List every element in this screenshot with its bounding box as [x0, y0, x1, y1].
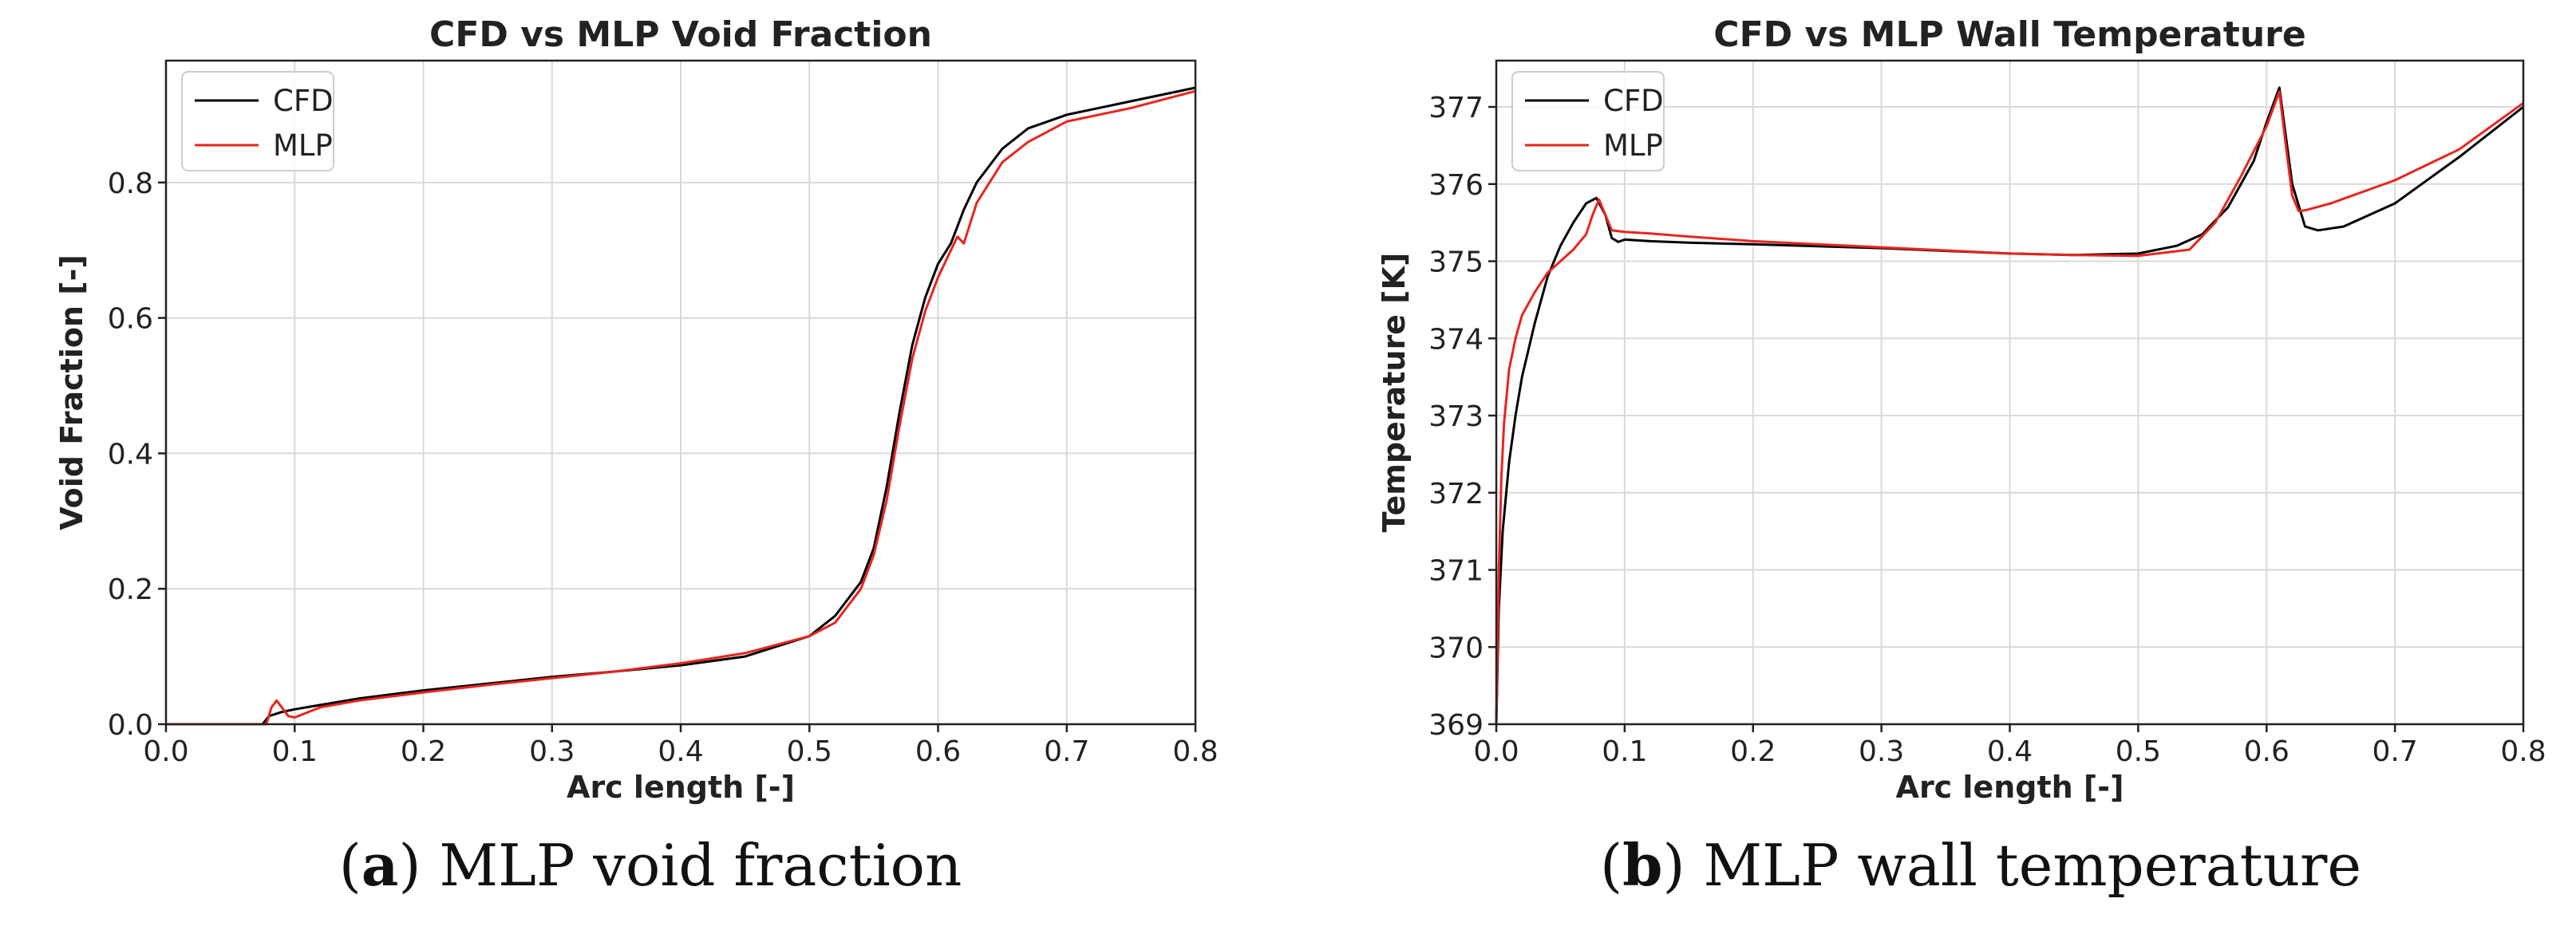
x-tick-label: 0.2	[401, 735, 446, 768]
x-tick-label: 0.0	[1473, 735, 1519, 768]
x-tick-label: 0.3	[1859, 735, 1904, 768]
y-tick-label: 369	[1428, 709, 1484, 742]
x-tick-label: 0.7	[2372, 735, 2417, 768]
y-tick-label: 374	[1428, 323, 1484, 356]
legend: CFD MLP	[181, 71, 334, 171]
grid	[165, 61, 1196, 725]
legend-label-cfd: CFD	[273, 84, 334, 118]
x-tick-label: 0.6	[2244, 735, 2290, 768]
series-line-cfd	[1495, 86, 2524, 725]
x-tick-label: 0.0	[143, 735, 188, 768]
y-tick-label: 377	[1428, 92, 1484, 124]
y-tick-label: 372	[1428, 478, 1484, 510]
y-tick-label: 373	[1428, 400, 1484, 433]
x-tick-label: 0.2	[1730, 735, 1776, 768]
panel-a-void-fraction: 0.0 0.1 0.2 0.3 0.4 0.5 0.6 0.7 0.8 0.0 0.2 0.4 0.6 0…	[54, 14, 1219, 899]
y-tick-label: 370	[1428, 632, 1484, 664]
x-tick-label: 0.8	[1172, 735, 1218, 768]
caption: (a) MLP void fraction	[339, 831, 962, 899]
y-axis-label: Void Fraction [-]	[54, 254, 89, 530]
series-line-mlp	[166, 89, 1196, 726]
caption: (b) MLP wall temperature	[1600, 831, 2361, 899]
x-tick-label: 0.7	[1044, 735, 1089, 768]
axis-ticks: 0.0 0.1 0.2 0.3 0.4 0.5 0.6 0.7 0.8 369 370 371 372 3…	[1428, 92, 2546, 768]
y-tick-label: 376	[1428, 169, 1484, 202]
x-axis-label: Arc length [-]	[1896, 770, 2124, 805]
y-tick-label: 0.8	[108, 167, 153, 200]
series-line-cfd	[166, 86, 1196, 726]
y-tick-label: 0.2	[108, 573, 153, 606]
x-axis-label: Arc length [-]	[567, 770, 795, 805]
x-tick-label: 0.6	[915, 735, 961, 768]
series-lines	[166, 86, 1196, 726]
caption-letter: b	[1622, 831, 1662, 899]
legend-label-cfd: CFD	[1603, 84, 1664, 118]
series-line-mlp	[1495, 90, 2524, 725]
chart-title: CFD vs MLP Wall Temperature	[1713, 14, 2305, 55]
caption-text: MLP void fraction	[439, 832, 962, 899]
chart-title: CFD vs MLP Void Fraction	[429, 14, 932, 55]
x-tick-label: 0.5	[2116, 735, 2161, 768]
y-tick-label: 0.6	[108, 303, 153, 336]
y-axis-label: Temperature [K]	[1377, 253, 1412, 533]
x-tick-label: 0.4	[1987, 735, 2033, 768]
legend: CFD MLP	[1511, 71, 1665, 171]
series-lines	[1495, 86, 2524, 725]
y-tick-label: 371	[1428, 555, 1484, 588]
x-tick-label: 0.4	[658, 735, 703, 768]
x-tick-label: 0.8	[2500, 735, 2546, 768]
y-tick-label: 0.0	[108, 709, 153, 742]
y-tick-label: 0.4	[108, 438, 153, 471]
caption-letter: a	[362, 831, 399, 899]
legend-label-mlp: MLP	[1603, 128, 1663, 163]
grid	[1495, 61, 2524, 725]
x-tick-label: 0.1	[1602, 735, 1647, 768]
axis-ticks: 0.0 0.1 0.2 0.3 0.4 0.5 0.6 0.7 0.8 0.0 0.2 0.4 0.6 0…	[108, 167, 1219, 768]
x-tick-label: 0.3	[529, 735, 575, 768]
panel-b-wall-temperature: 0.0 0.1 0.2 0.3 0.4 0.5 0.6 0.7 0.8 369 370 371 372 3…	[1377, 14, 2546, 899]
caption-text: MLP wall temperature	[1703, 832, 2361, 899]
legend-label-mlp: MLP	[273, 128, 333, 163]
x-tick-label: 0.5	[787, 735, 832, 768]
x-tick-label: 0.1	[272, 735, 318, 768]
y-tick-label: 375	[1428, 246, 1484, 279]
